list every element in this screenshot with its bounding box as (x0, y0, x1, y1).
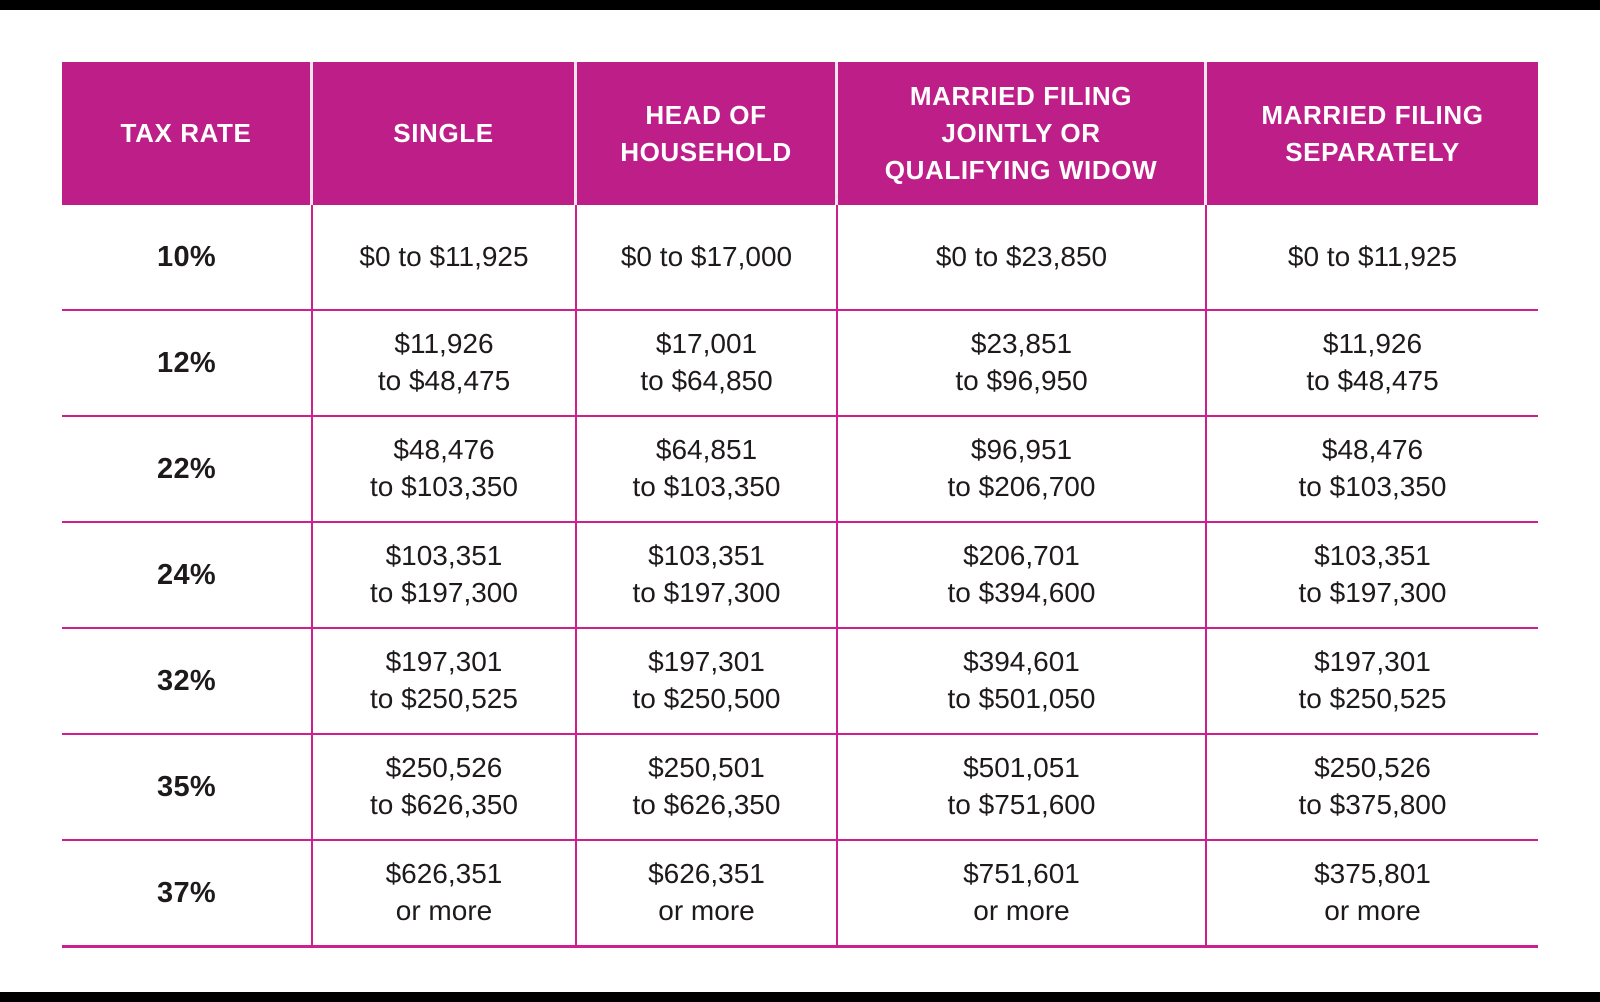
table-row: 37% $626,351 or more $626,351 or more $751,… (62, 841, 1538, 948)
header-cell-married-filing-separately: MARRIED FILING SEPARATELY (1261, 99, 1484, 167)
tax-rate-cell: 22% (62, 417, 313, 521)
bracket-cell-married-filing-jointly: $0 to $23,850 (838, 205, 1207, 309)
bracket-cell-head-of-household: $626,351 or more (577, 841, 838, 945)
table-row: 24% $103,351 to $197,300 $103,351 to $197,… (62, 523, 1538, 629)
header-cell-single: SINGLE (313, 62, 577, 205)
bracket-cell-married-filing-separately: $250,526 to $375,800 (1298, 752, 1447, 820)
bracket-cell-single: $103,351 to $197,300 (313, 523, 577, 627)
tax-rate-cell: 32% (62, 629, 313, 733)
bracket-cell-married-filing-separately: $375,801 or more (1314, 858, 1431, 926)
bracket-cell-head-of-household: $103,351 to $197,300 (577, 523, 838, 627)
bracket-cell-single: $11,926 to $48,475 (313, 311, 577, 415)
bracket-cell-married-filing-jointly: $501,051 to $751,600 (838, 735, 1207, 839)
table-row: 12% $11,926 to $48,475 $17,001 to $64,850 $… (62, 311, 1538, 417)
table-row: 32% $197,301 to $250,525 $197,301 to $250,… (62, 629, 1538, 735)
bracket-cell-married-filing-separately: $103,351 to $197,300 (1298, 540, 1447, 608)
bracket-cell-married-filing-jointly: $751,601 or more (838, 841, 1207, 945)
bracket-cell-single: $0 to $11,925 (313, 205, 577, 309)
bracket-cell-head-of-household: $197,301 to $250,500 (577, 629, 838, 733)
tax-rate-cell: 12% (62, 311, 313, 415)
bracket-cell-married-filing-separately: $11,926 to $48,475 (1306, 328, 1439, 396)
bracket-cell-married-filing-jointly: $394,601 to $501,050 (838, 629, 1207, 733)
header-cell-married-filing-jointly: MARRIED FILING JOINTLY OR QUALIFYING WID… (838, 62, 1207, 205)
tax-rate-cell: 10% (62, 205, 313, 309)
table-row: 22% $48,476 to $103,350 $64,851 to $103,35… (62, 417, 1538, 523)
bracket-cell-married-filing-separately: $0 to $11,925 (1287, 240, 1458, 272)
tax-bracket-table: TAX RATE SINGLE HEAD OF HOUSEHOLD MARRIED F… (62, 62, 1538, 948)
bottom-frame-bar (0, 992, 1600, 1002)
bracket-cell-married-filing-jointly: $96,951 to $206,700 (838, 417, 1207, 521)
bracket-cell-head-of-household: $64,851 to $103,350 (577, 417, 838, 521)
bracket-cell-head-of-household: $0 to $17,000 (577, 205, 838, 309)
header-cell-tax-rate: TAX RATE (62, 62, 313, 205)
bracket-cell-married-filing-separately: $48,476 to $103,350 (1298, 434, 1447, 502)
bracket-cell-single: $250,526 to $626,350 (313, 735, 577, 839)
bracket-cell-head-of-household: $250,501 to $626,350 (577, 735, 838, 839)
tax-rate-cell: 24% (62, 523, 313, 627)
bracket-cell-head-of-household: $17,001 to $64,850 (577, 311, 838, 415)
top-frame-bar (0, 0, 1600, 10)
bracket-cell-single: $197,301 to $250,525 (313, 629, 577, 733)
bracket-cell-single: $626,351 or more (313, 841, 577, 945)
tax-rate-cell: 37% (62, 841, 313, 945)
table-row: 35% $250,526 to $626,350 $250,501 to $626,… (62, 735, 1538, 841)
header-cell-head-of-household: HEAD OF HOUSEHOLD (577, 62, 838, 205)
table-header-row: TAX RATE SINGLE HEAD OF HOUSEHOLD MARRIED F… (62, 62, 1538, 205)
bracket-cell-married-filing-jointly: $23,851 to $96,950 (838, 311, 1207, 415)
bracket-cell-married-filing-jointly: $206,701 to $394,600 (838, 523, 1207, 627)
table-row: 10% $0 to $11,925 $0 to $17,000 $0 to $23,8… (62, 205, 1538, 311)
table-body: 10% $0 to $11,925 $0 to $17,000 $0 to $23,8… (62, 205, 1538, 948)
bracket-cell-married-filing-separately: $197,301 to $250,525 (1298, 646, 1447, 714)
bracket-cell-single: $48,476 to $103,350 (313, 417, 577, 521)
tax-rate-cell: 35% (62, 735, 313, 839)
